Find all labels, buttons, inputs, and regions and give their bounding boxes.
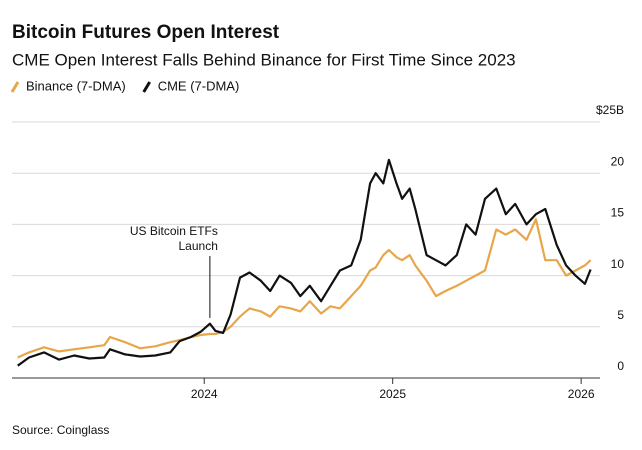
annotation-text: US Bitcoin ETFs: [130, 224, 218, 238]
y-tick-label: 5: [617, 308, 624, 322]
legend-swatch: [10, 81, 20, 93]
series-line: [17, 218, 592, 359]
series-line: [17, 158, 592, 367]
legend-swatch: [142, 81, 151, 93]
x-tick-label: 2025: [379, 387, 406, 401]
legend-label: CME (7-DMA): [158, 78, 240, 93]
x-tick-label: 2024: [191, 387, 218, 401]
annotation-text: Launch: [179, 239, 218, 253]
legend-label: Binance (7-DMA): [26, 78, 126, 93]
y-tick-label: 10: [611, 257, 625, 271]
source: Source: Coinglass: [12, 423, 109, 437]
x-tick-label: 2026: [568, 387, 595, 401]
y-tick-label: 20: [611, 154, 625, 168]
y-tick-label: $25B: [596, 103, 624, 117]
y-tick-label: 15: [611, 206, 625, 220]
chart-subtitle: CME Open Interest Falls Behind Binance f…: [12, 50, 516, 69]
y-tick-label: 0: [617, 359, 624, 373]
chart-title: Bitcoin Futures Open Interest: [12, 22, 280, 43]
